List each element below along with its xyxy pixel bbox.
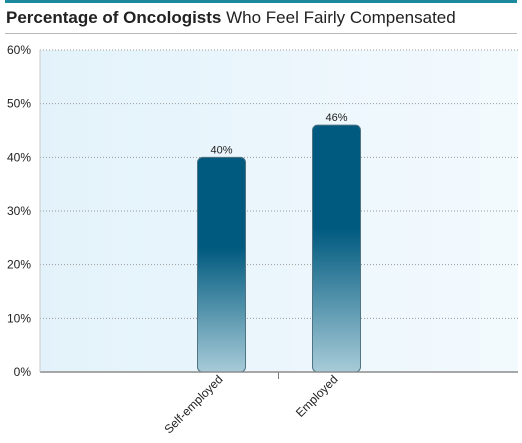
bars: 40% 46%	[197, 112, 361, 373]
y-tick-label: 20%	[7, 258, 31, 272]
y-tick-label: 40%	[7, 150, 31, 164]
title-accent-line	[5, 0, 517, 3]
bar-employed	[312, 124, 361, 373]
y-tick-label: 10%	[7, 311, 31, 325]
y-axis-ticks: 0% 10% 20% 30% 40% 50% 60%	[7, 43, 31, 379]
chart-title-rest: Who Feel Fairly Compensated	[221, 8, 456, 27]
x-axis-ticks: Self-employed Employed	[161, 372, 341, 436]
title-divider	[5, 33, 517, 34]
chart-title: Percentage of Oncologists Who Feel Fairl…	[6, 8, 456, 28]
x-tick-label: Employed	[293, 372, 341, 420]
data-label: 40%	[210, 144, 232, 156]
y-tick-label: 30%	[7, 204, 31, 218]
data-label: 46%	[325, 112, 347, 124]
plot-area	[40, 50, 518, 372]
y-tick-label: 60%	[7, 43, 31, 57]
y-tick-label: 50%	[7, 97, 31, 111]
x-tick-label: Self-employed	[161, 372, 225, 436]
bar-self-employed	[197, 156, 246, 373]
chart-title-bold: Percentage of Oncologists	[6, 8, 222, 27]
y-tick-label: 0%	[14, 365, 32, 379]
